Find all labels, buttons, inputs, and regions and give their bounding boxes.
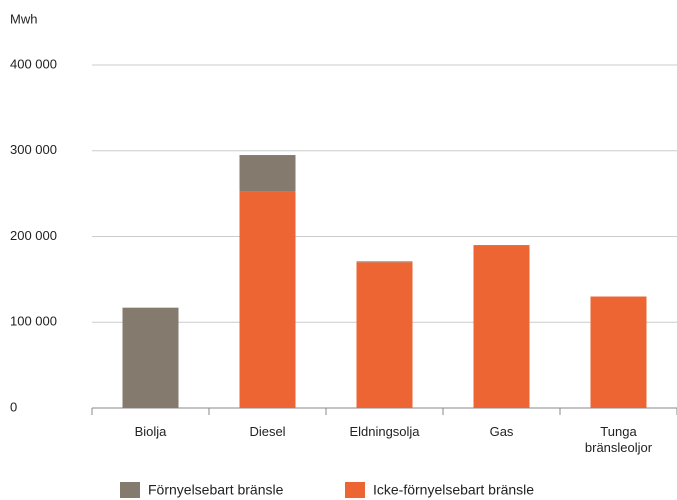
- y-tick-label: 0: [10, 399, 17, 414]
- bar-segment: [122, 307, 179, 408]
- x-tick-label: Tunga bränsleoljor: [584, 424, 653, 455]
- x-tick-label: Eldningsolja: [349, 424, 420, 439]
- y-tick-label: 400 000: [10, 56, 57, 71]
- x-tick-label: Gas: [489, 424, 514, 439]
- bar-segment: [356, 261, 413, 263]
- x-tick-label: Biolja: [134, 424, 167, 439]
- bar-segment: [239, 155, 296, 192]
- x-tick-label: Diesel: [249, 424, 286, 439]
- bar-segment: [473, 245, 530, 408]
- legend-swatch: [120, 482, 140, 498]
- legend-label: Förnyelsebart bränsle: [148, 482, 284, 498]
- legend-swatch: [345, 482, 365, 498]
- legend-label: Icke-förnyelsebart bränsle: [373, 482, 534, 498]
- bar-segment: [590, 296, 647, 408]
- y-unit-label: Mwh: [10, 11, 37, 26]
- bar-segment: [356, 262, 413, 408]
- y-tick-label: 300 000: [10, 142, 57, 157]
- y-tick-label: 200 000: [10, 228, 57, 243]
- y-tick-label: 100 000: [10, 314, 57, 329]
- bar-segment: [239, 191, 296, 408]
